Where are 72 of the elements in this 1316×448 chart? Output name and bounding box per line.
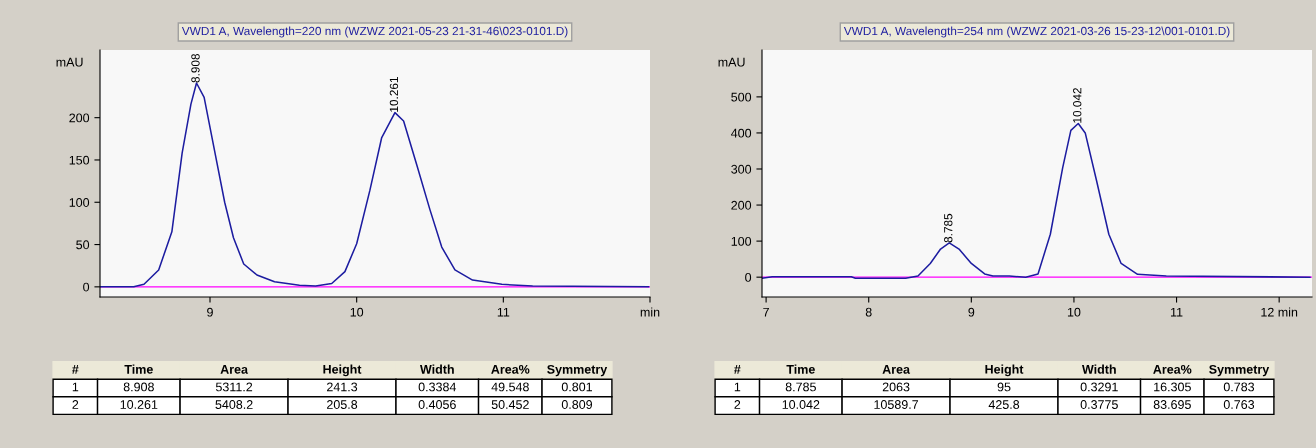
text: 50.452 bbox=[491, 400, 529, 409]
text: 5408.2 bbox=[215, 400, 253, 409]
text: 0.809 bbox=[561, 400, 593, 409]
text: 10589.7 bbox=[874, 400, 919, 409]
text: 0.763 bbox=[1223, 400, 1255, 409]
text: Height bbox=[323, 364, 362, 377]
y-tick-label: 200 bbox=[69, 113, 90, 123]
y-tick-label: 0 bbox=[745, 272, 752, 282]
text: 0.3775 bbox=[1080, 400, 1118, 409]
x-tick-label: 11 bbox=[497, 307, 510, 317]
x-tick-label: 10 bbox=[350, 307, 364, 317]
text: Time bbox=[786, 364, 815, 374]
text: 0.3291 bbox=[1080, 382, 1118, 392]
y-tick-label: 150 bbox=[69, 155, 90, 165]
text: 49.548 bbox=[491, 382, 529, 392]
text: 83.695 bbox=[1153, 400, 1191, 409]
x-tick-label: 11 bbox=[1171, 307, 1183, 317]
text: 8.785 bbox=[785, 382, 816, 392]
text: Area% bbox=[491, 364, 530, 374]
text: 95 bbox=[997, 382, 1011, 392]
x-tick-label: 7 bbox=[763, 307, 769, 317]
y-tick-label: 100 bbox=[69, 198, 90, 207]
text: Area bbox=[882, 365, 911, 374]
text: 0.4056 bbox=[418, 400, 456, 409]
text: 2 bbox=[72, 400, 79, 409]
x-tick-label: 9 bbox=[207, 307, 213, 317]
text: 10.261 bbox=[120, 400, 158, 409]
y-tick-label: 300 bbox=[731, 164, 752, 174]
text: 205.8 bbox=[327, 400, 358, 409]
y-axis-title: mAU bbox=[718, 57, 745, 67]
annotation: 8.908 bbox=[191, 53, 200, 83]
chart-title: VWD1 A, Wavelength=254 nm (WZWZ 2021-03-26 15-23-12\001-0101.D) bbox=[843, 26, 1230, 38]
x-tick-label: 12 min bbox=[1261, 307, 1298, 317]
text: 8.908 bbox=[123, 382, 154, 392]
text: Height bbox=[985, 364, 1024, 377]
x-tick-label: min bbox=[640, 307, 660, 317]
y-tick-label: 400 bbox=[731, 128, 752, 138]
annotation: 10.042 bbox=[1073, 88, 1082, 123]
x-tick-label: 10 bbox=[1067, 307, 1081, 317]
text: # bbox=[72, 365, 79, 374]
text: 0.783 bbox=[1223, 382, 1255, 392]
x-tick-label: 9 bbox=[968, 307, 975, 317]
text: # bbox=[734, 365, 741, 374]
text: Symmetry bbox=[547, 364, 608, 377]
y-tick-label: 0 bbox=[83, 282, 90, 292]
text: Time bbox=[124, 364, 153, 374]
text: 2063 bbox=[882, 382, 910, 392]
annotation: 8.785 bbox=[944, 213, 953, 243]
y-tick-label: 50 bbox=[76, 240, 90, 250]
text: 241.3 bbox=[327, 382, 358, 392]
y-tick-label: 200 bbox=[731, 200, 752, 210]
annotation: 10.261 bbox=[389, 77, 399, 112]
text: Width bbox=[419, 364, 454, 374]
y-tick-label: 500 bbox=[731, 92, 752, 102]
x-tick-label: 8 bbox=[865, 307, 872, 317]
text: Area% bbox=[1153, 364, 1192, 374]
line-series bbox=[762, 122, 1311, 280]
text: 10.042 bbox=[782, 400, 820, 409]
text: 0.3384 bbox=[418, 382, 457, 392]
text: 2 bbox=[734, 400, 741, 409]
text: 5311.2 bbox=[215, 382, 253, 392]
text: Symmetry bbox=[1209, 364, 1270, 377]
y-axis-title: mAU bbox=[56, 57, 83, 67]
text: 1 bbox=[72, 382, 79, 392]
text: 425.8 bbox=[988, 400, 1020, 409]
text: 16.305 bbox=[1154, 382, 1191, 392]
chart-title: VWD1 A, Wavelength=220 nm (WZWZ 2021-05-23 21-31-46\023-0101.D) bbox=[181, 26, 568, 38]
text: 0.801 bbox=[561, 382, 593, 392]
text: 1 bbox=[734, 382, 741, 392]
text: Width bbox=[1081, 364, 1116, 374]
y-tick-label: 100 bbox=[731, 236, 752, 246]
text: Area bbox=[220, 365, 249, 374]
